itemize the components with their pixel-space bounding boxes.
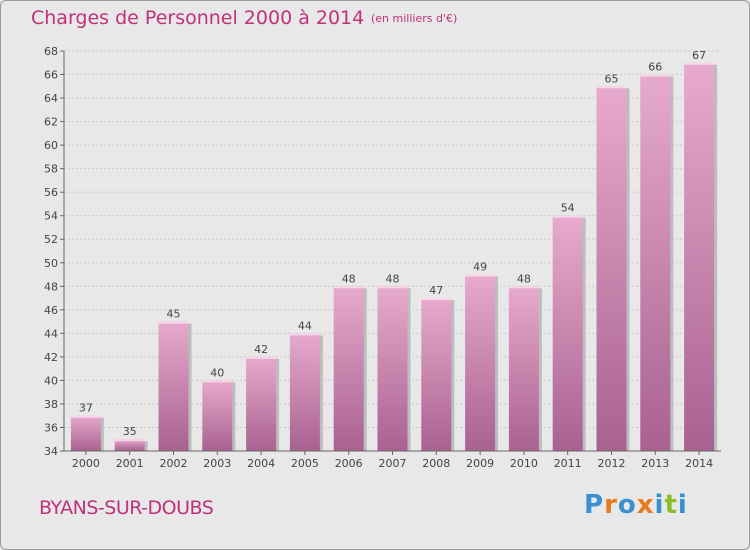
logo-letter: t <box>664 490 678 520</box>
y-tick-label: 40 <box>44 374 58 387</box>
bar-highlight <box>114 439 145 442</box>
data-label-2004: 42 <box>254 343 268 356</box>
y-tick-label: 44 <box>44 327 58 340</box>
logo-letter: x <box>636 490 655 520</box>
chart-title: Charges de Personnel 2000 à 2014 <box>31 7 365 29</box>
x-axis: 2000 2001 2002 2003 2004 2005 2006 2007 2008 2009… <box>64 450 721 470</box>
x-tick-label-2002: 2002 <box>160 457 188 470</box>
y-tick-label: 38 <box>44 398 58 411</box>
x-tick-label-2003: 2003 <box>203 457 231 470</box>
bar-2001 <box>114 439 145 451</box>
y-tick-label: 50 <box>44 257 58 270</box>
y-axis: 34 36 38 40 42 44 46 48 50 52 54 56 58 60 62 64 66 68 <box>44 45 65 458</box>
place-name: BYANS-SUR-DOUBS <box>39 497 214 519</box>
x-tick-label-2005: 2005 <box>291 457 319 470</box>
bar-highlight <box>465 274 496 277</box>
y-tick-label: 36 <box>44 421 58 434</box>
x-tick-label-2010: 2010 <box>510 457 538 470</box>
bar-2013 <box>640 74 671 451</box>
x-tick-label-2009: 2009 <box>466 457 494 470</box>
y-tick-label: 46 <box>44 304 58 317</box>
bar-highlight <box>202 380 233 383</box>
bar-highlight <box>596 86 627 89</box>
bar-2008 <box>421 298 452 451</box>
y-tick-label: 42 <box>44 351 58 364</box>
y-tick-label: 34 <box>44 445 58 458</box>
x-tick-label-2001: 2001 <box>116 457 144 470</box>
bar-2004 <box>246 356 277 451</box>
chart-subtitle: (en milliers d'€) <box>371 12 458 25</box>
data-label-2014: 67 <box>692 49 706 62</box>
y-tick-label: 58 <box>44 163 58 176</box>
data-label-2010: 48 <box>517 272 531 285</box>
data-label-2001: 35 <box>123 425 137 438</box>
bar-highlight <box>158 321 189 324</box>
logo-letter: i <box>654 490 665 520</box>
logo-letter: o <box>617 490 637 520</box>
x-tick-label-2013: 2013 <box>641 457 669 470</box>
proxiti-logo: Proxiti <box>584 490 688 520</box>
data-label-2006: 48 <box>342 272 356 285</box>
bars: 37 35 45 40 42 44 48 48 47 49 48 54 65 66 67 <box>70 49 718 451</box>
bar-2000 <box>70 415 101 451</box>
bar-highlight <box>246 356 277 359</box>
y-tick-label: 64 <box>44 92 58 105</box>
x-tick-label-2000: 2000 <box>72 457 100 470</box>
x-tick-label-2006: 2006 <box>335 457 363 470</box>
y-tick-label: 68 <box>44 45 58 58</box>
bar-2009 <box>465 274 496 451</box>
bar-2014 <box>684 62 715 451</box>
data-label-2007: 48 <box>386 272 400 285</box>
data-label-2013: 66 <box>648 61 662 74</box>
data-label-2002: 45 <box>167 308 181 321</box>
y-tick-label: 48 <box>44 280 58 293</box>
bar-2010 <box>508 286 539 451</box>
x-tick-label-2012: 2012 <box>598 457 626 470</box>
bar-highlight <box>377 286 408 289</box>
bar-highlight <box>421 298 452 301</box>
x-tick-label-2004: 2004 <box>247 457 275 470</box>
bar-highlight <box>508 286 539 289</box>
data-label-2005: 44 <box>298 319 312 332</box>
x-tick-label-2007: 2007 <box>379 457 407 470</box>
bar-2011 <box>552 215 583 451</box>
logo-letter: P <box>584 490 605 520</box>
logo-letter: i <box>677 490 688 520</box>
x-tick-label-2008: 2008 <box>422 457 450 470</box>
y-tick-label: 52 <box>44 233 58 246</box>
y-tick-label: 60 <box>44 139 58 152</box>
bar-highlight <box>333 286 364 289</box>
y-tick-label: 54 <box>44 210 58 223</box>
bar-2005 <box>289 333 320 451</box>
bar-2012 <box>596 86 627 451</box>
bar-highlight <box>70 415 101 418</box>
bar-highlight <box>552 215 583 218</box>
x-tick-label-2011: 2011 <box>554 457 582 470</box>
bar-highlight <box>640 74 671 77</box>
data-label-2000: 37 <box>79 402 93 415</box>
logo-letter: r <box>604 490 618 520</box>
data-label-2012: 65 <box>605 72 619 85</box>
bar-2002 <box>158 321 189 451</box>
bar-2003 <box>202 380 233 451</box>
y-tick-label: 66 <box>44 69 58 82</box>
x-tick-label-2014: 2014 <box>685 457 713 470</box>
data-label-2011: 54 <box>561 202 575 215</box>
bar-2007 <box>377 286 408 451</box>
y-tick-label: 56 <box>44 186 58 199</box>
bar-highlight <box>289 333 320 336</box>
bar-2006 <box>333 286 364 451</box>
data-label-2003: 40 <box>210 366 224 379</box>
y-tick-label: 62 <box>44 116 58 129</box>
data-label-2009: 49 <box>473 261 487 274</box>
bar-highlight <box>684 62 715 65</box>
data-label-2008: 47 <box>429 284 443 297</box>
